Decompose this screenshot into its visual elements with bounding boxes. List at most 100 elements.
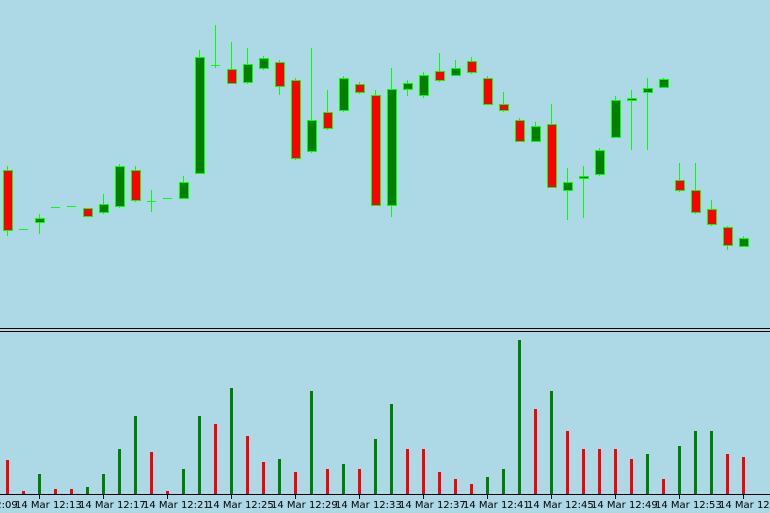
volume-bar xyxy=(342,464,345,494)
candle-body xyxy=(467,61,477,73)
volume-bar xyxy=(518,340,521,494)
time-label: 14 Mar 12:41 xyxy=(463,500,530,511)
time-label: 14 Mar 12:25 xyxy=(207,500,274,511)
candle-body xyxy=(387,89,397,206)
candle-body xyxy=(563,182,573,191)
volume-bar xyxy=(646,454,649,494)
candle-body xyxy=(115,166,125,207)
candle-body xyxy=(403,83,413,90)
volume-bar xyxy=(630,459,633,494)
volume-bar xyxy=(70,489,73,494)
volume-bar xyxy=(246,436,249,494)
candle-body xyxy=(371,95,381,206)
candle-body xyxy=(659,79,669,88)
volume-bar xyxy=(422,449,425,494)
volume-bar xyxy=(550,391,553,494)
volume-bar xyxy=(310,391,313,494)
candle-body xyxy=(419,75,429,96)
volume-bar xyxy=(198,416,201,494)
volume-bar xyxy=(534,409,537,494)
volume-bar xyxy=(438,472,441,494)
candle-body xyxy=(307,120,317,152)
volume-bar xyxy=(470,484,473,494)
volume-bar xyxy=(678,446,681,494)
candle-body xyxy=(627,98,637,101)
candle-body xyxy=(35,218,45,223)
candle-body xyxy=(3,170,13,231)
time-label: 14 Mar 12:29 xyxy=(271,500,338,511)
candle-body xyxy=(275,62,285,87)
volume-bar xyxy=(406,449,409,494)
candle-body xyxy=(323,112,333,129)
candle-body xyxy=(355,84,365,93)
candle-body xyxy=(435,71,445,81)
candle-body xyxy=(227,69,237,84)
candle-body xyxy=(595,150,605,175)
volume-bar xyxy=(262,462,265,494)
time-label: 14 Mar 12:45 xyxy=(527,500,594,511)
volume-bar xyxy=(22,491,25,494)
volume-bar xyxy=(166,491,169,494)
time-label: 14 Mar 12:53 xyxy=(655,500,722,511)
volume-bar xyxy=(502,469,505,494)
candle-body xyxy=(339,78,349,111)
candle-body xyxy=(291,80,301,159)
time-label: 14 Mar 12:21 xyxy=(143,500,210,511)
volume-bar xyxy=(118,449,121,494)
volume-bar xyxy=(742,457,745,494)
candle-body xyxy=(611,100,621,138)
candle-body xyxy=(99,204,109,213)
volume-bar xyxy=(486,477,489,494)
candle-body xyxy=(579,176,589,179)
volume-bar xyxy=(614,449,617,494)
volume-bar xyxy=(214,424,217,494)
volume-bar xyxy=(582,449,585,494)
volume-bar xyxy=(134,416,137,494)
candle-body xyxy=(243,64,253,83)
time-label: 14 Mar 12:37 xyxy=(399,500,466,511)
volume-bar xyxy=(358,469,361,494)
volume-bar xyxy=(102,474,105,494)
candle-body xyxy=(531,126,541,142)
candle-body xyxy=(547,124,557,188)
volume-bar xyxy=(694,431,697,494)
time-label: 14 Mar 12:13 xyxy=(15,500,82,511)
volume-bar xyxy=(230,388,233,494)
time-label: 14 Mar 12:57 xyxy=(719,500,770,511)
time-label: 14 Mar 12:33 xyxy=(335,500,402,511)
volume-bar xyxy=(326,469,329,494)
candle-body xyxy=(179,182,189,199)
time-label: 14 Mar 12:49 xyxy=(591,500,658,511)
candle-body xyxy=(131,170,141,201)
volume-bar xyxy=(390,404,393,494)
candle-body xyxy=(499,104,509,111)
candle-body xyxy=(83,208,93,217)
volume-bar xyxy=(278,459,281,494)
volume-bar xyxy=(182,469,185,494)
candle-body xyxy=(723,227,733,246)
volume-bar xyxy=(726,454,729,494)
volume-bar xyxy=(598,449,601,494)
candle-body xyxy=(707,209,717,225)
volume-bar xyxy=(150,452,153,494)
volume-bar xyxy=(86,487,89,494)
volume-bar xyxy=(662,479,665,494)
volume-bar xyxy=(710,431,713,494)
volume-bar xyxy=(38,474,41,494)
volume-bar xyxy=(54,489,57,494)
volume-bar xyxy=(566,431,569,494)
candle-body xyxy=(675,180,685,191)
candle-body xyxy=(483,78,493,105)
time-label: 14 Mar 12:09 xyxy=(0,500,18,511)
candle-body xyxy=(195,57,205,174)
volume-bar xyxy=(454,479,457,494)
time-label: 14 Mar 12:17 xyxy=(79,500,146,511)
candle-body xyxy=(691,190,701,213)
candle-body xyxy=(643,88,653,93)
volume-bar xyxy=(374,439,377,494)
candle-body xyxy=(739,238,749,247)
candle-body xyxy=(259,58,269,69)
